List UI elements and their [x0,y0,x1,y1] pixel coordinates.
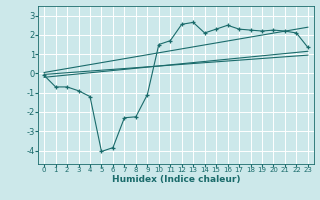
X-axis label: Humidex (Indice chaleur): Humidex (Indice chaleur) [112,175,240,184]
